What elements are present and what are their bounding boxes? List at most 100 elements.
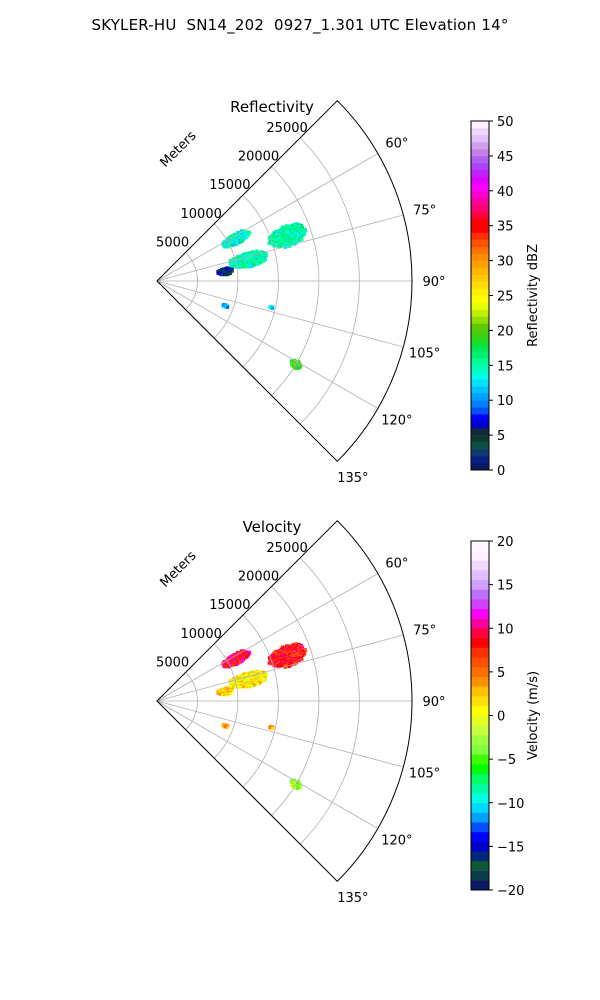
echo-gate	[254, 262, 258, 266]
echo-gate	[274, 664, 278, 668]
echo-cell-3	[216, 686, 234, 697]
echo-gate	[222, 692, 227, 697]
colorbar-step	[471, 560, 489, 571]
echo-gate	[224, 273, 229, 277]
echo-gate	[268, 726, 272, 730]
colorbar-step	[471, 274, 489, 282]
echo-gate	[252, 683, 256, 687]
colorbar-step	[471, 225, 489, 233]
echo-gate	[234, 685, 238, 689]
azimuth-spoke	[156, 700, 379, 829]
echo-gate	[223, 305, 227, 309]
echo-gate	[245, 235, 249, 239]
echo-gate	[225, 245, 229, 249]
echo-gate	[230, 269, 234, 273]
colorbar-step	[471, 880, 489, 891]
reflectivity-azimuth-labels: 60° 75° 90° 105° 120° 135°	[337, 137, 445, 486]
echo-gate	[263, 258, 267, 262]
colorbar-step	[471, 793, 489, 804]
echo-cell-4	[289, 358, 303, 370]
azimuth-spoke	[156, 153, 379, 282]
colorbar-step	[471, 428, 489, 436]
colorbar-step	[471, 316, 489, 324]
echo-gate	[291, 662, 295, 666]
echo-gate	[248, 685, 252, 689]
echo-gate	[237, 241, 241, 245]
colorbar-step	[471, 309, 489, 317]
echo-gate	[235, 242, 239, 246]
range-tick-label: 5000	[156, 655, 189, 670]
echo-gate	[243, 236, 247, 240]
echo-gate	[295, 786, 299, 790]
colorbar-step	[471, 667, 489, 678]
echo-gate	[302, 230, 306, 234]
echo-gate	[223, 725, 227, 729]
echo-gate	[263, 255, 267, 259]
colorbar-step	[471, 550, 489, 561]
colorbar-step	[471, 337, 489, 345]
echo-gate	[270, 306, 274, 310]
echo-cell-2	[267, 642, 308, 669]
echo-gate	[291, 364, 295, 368]
colorbar-step	[471, 754, 489, 765]
echo-gate	[218, 272, 222, 276]
colorbar-step	[471, 579, 489, 590]
azimuth-spoke	[156, 573, 379, 702]
echo-gate	[225, 665, 229, 669]
echo-cell-5	[221, 303, 230, 309]
velocity-range-unit-label: Meters	[158, 548, 200, 590]
colorbar-tick-label: −15	[497, 840, 524, 855]
colorbar-tick-label: 5	[497, 429, 505, 444]
colorbar-tick-label: 30	[497, 255, 514, 270]
velocity-azimuth-labels: 60° 75° 90° 105° 120° 135°	[337, 557, 445, 906]
echo-gate	[293, 786, 297, 790]
echo-gate	[236, 265, 240, 269]
colorbar-tick-label: 50	[497, 115, 514, 130]
colorbar-tick-label: 10	[497, 622, 514, 637]
azimuth-spoke	[156, 214, 404, 282]
colorbar-step	[471, 351, 489, 359]
echo-gate	[242, 265, 246, 269]
echo-gate	[268, 306, 272, 310]
colorbar-step	[471, 295, 489, 303]
azimuth-tick-label: 135°	[337, 891, 368, 906]
echo-gate	[225, 305, 229, 309]
echo-gate	[232, 265, 236, 269]
echo-gate	[223, 245, 227, 249]
range-tick-label: 15000	[209, 598, 250, 613]
echo-gate	[269, 242, 274, 246]
echo-gate	[299, 236, 303, 240]
echo-gate	[244, 685, 248, 689]
colorbar-step	[471, 773, 489, 784]
velocity-range-labels: 5000 10000 15000 20000 25000	[156, 541, 308, 671]
echo-gate	[289, 360, 293, 364]
colorbar-step	[471, 812, 489, 823]
echo-gate	[301, 653, 305, 658]
echo-gate	[221, 724, 225, 728]
azimuth-spoke	[156, 634, 404, 702]
echo-cell-3	[216, 266, 234, 277]
azimuth-tick-label: 75°	[413, 203, 436, 218]
reflectivity-echoes	[216, 222, 308, 370]
echo-gate	[259, 680, 264, 684]
colorbar-step	[471, 763, 489, 774]
echo-gate	[216, 691, 220, 695]
colorbar-tick-label: −20	[497, 884, 524, 899]
colorbar-step	[471, 570, 489, 581]
colorbar-step	[471, 657, 489, 668]
colorbar-step	[471, 851, 489, 862]
azimuth-tick-label: 105°	[409, 347, 440, 362]
colorbar-label: Velocity (m/s)	[526, 671, 541, 760]
colorbar-step	[471, 618, 489, 629]
velocity-grid	[156, 519, 413, 883]
colorbar-step	[471, 676, 489, 687]
echo-gate	[296, 239, 300, 243]
colorbar-step	[471, 155, 489, 164]
echo-gate	[256, 682, 260, 686]
echo-gate	[226, 692, 231, 696]
echo-gate	[220, 273, 225, 277]
azimuth-tick-label: 120°	[381, 834, 412, 849]
echo-gate	[272, 244, 276, 248]
echo-gate	[252, 263, 256, 267]
